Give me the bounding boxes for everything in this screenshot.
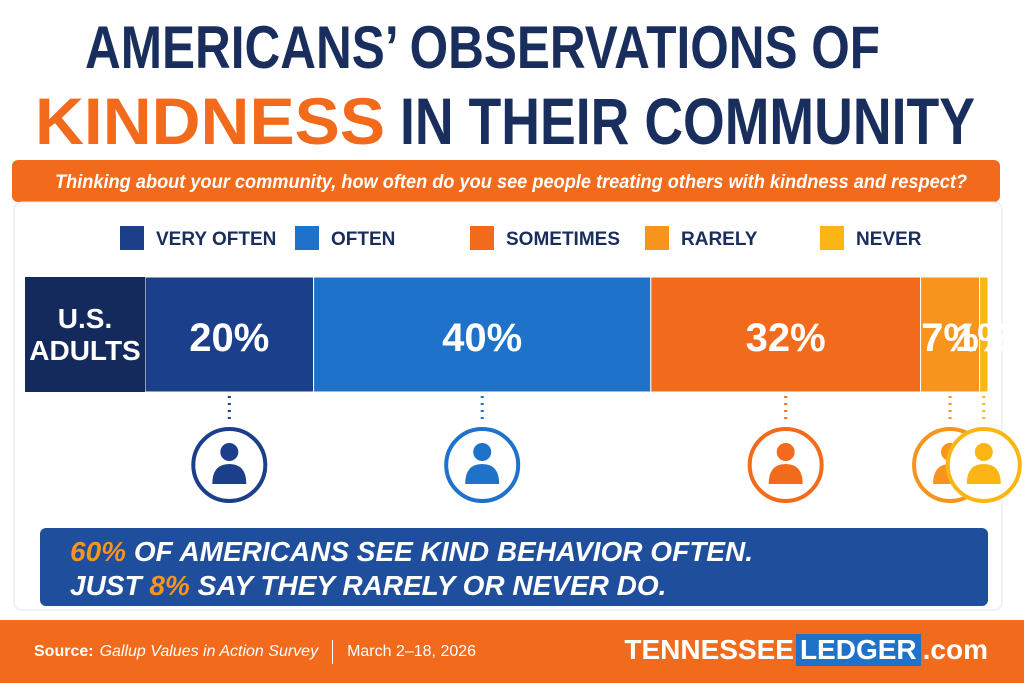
icon-body [768,464,803,484]
title-highlight: KINDNESS [35,84,385,158]
summary-line: 60% OF AMERICANS SEE KIND BEHAVIOR OFTEN… [70,536,753,567]
source: Gallup Values in Action Survey [99,642,319,660]
source-label: Source: [34,642,94,660]
summary-box [40,528,988,606]
legend-label: VERY OFTEN [156,229,276,250]
divider [332,639,334,664]
summary-line: JUST 8% SAY THEY RARELY OR NEVER DO. [70,570,666,601]
icon-head [473,443,492,461]
summary-figure: 8% [149,570,190,601]
icon-body [966,464,1001,484]
bar-segment [313,276,652,393]
legend-swatch [295,226,319,250]
value-label: 40% [442,316,522,360]
legend-label: NEVER [856,229,922,250]
brand-text: .com [922,634,988,665]
icon-body [465,464,500,484]
legend-label: OFTEN [331,229,395,250]
legend-label: SOMETIMES [506,229,620,250]
subtitle-banner [12,160,1000,202]
chart-title: AMERICANS’ OBSERVATIONS OF [85,14,880,81]
bar-segment [650,276,922,393]
summary-figure: 60% [70,536,126,567]
footer: Source: Gallup Values in Action Survey M… [0,620,1024,683]
brand: TENNESSEE LEDGER .com [624,634,988,666]
brand-text: LEDGER [795,634,921,666]
bar-segment [979,276,989,393]
icon-head [776,443,795,461]
legend-label: RARELY [681,229,758,250]
category-label: U.S. ADULTS [25,277,145,392]
summary-text: SAY THEY RARELY OR NEVER DO. [190,570,667,601]
title-rest: IN THEIR COMMUNITY [400,84,975,158]
value-label: 1% [955,316,1013,360]
legend-swatch [470,226,494,250]
legend-swatch [820,226,844,250]
value-label: 20% [189,316,269,360]
value-label: 32% [746,316,826,360]
bar-segment [144,276,315,393]
icon-body [212,464,247,484]
value-label: 7% [921,316,979,360]
brand-text: TENNESSEE [624,634,794,665]
subtitle: Thinking about your community, how often… [55,172,967,193]
icon-head [974,443,993,461]
summary-text: OF AMERICANS SEE KIND BEHAVIOR OFTEN. [126,536,753,567]
dates: March 2–18, 2026 [347,642,477,660]
summary-text: JUST [70,570,149,601]
icon-head [220,443,239,461]
legend-swatch [120,226,144,250]
legend-swatch [645,226,669,250]
